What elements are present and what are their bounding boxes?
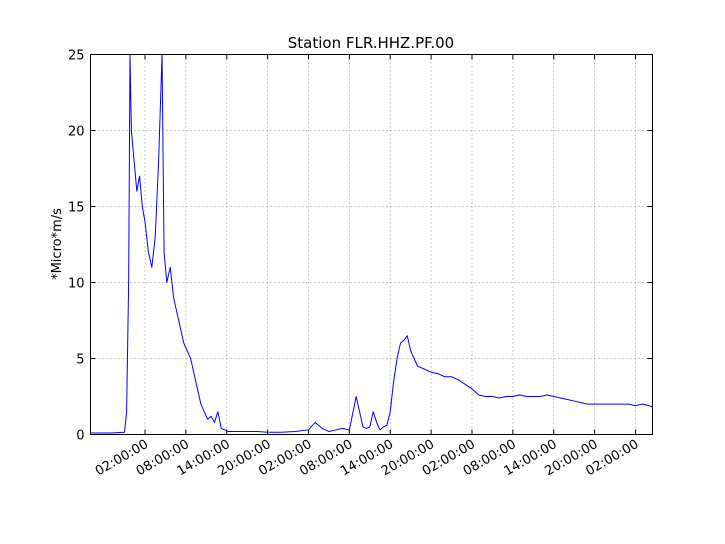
y-tick-label: 20	[68, 125, 85, 140]
y-tick-label: 0	[76, 429, 84, 444]
y-tick-label: 10	[68, 277, 85, 292]
y-tick-label: 15	[68, 201, 85, 216]
y-tick-label: 25	[68, 49, 85, 64]
y-axis-label: *Micro*m/s	[50, 208, 65, 280]
chart-title: Station FLR.HHZ.PF.00	[288, 34, 454, 52]
series-trace	[90, 54, 653, 434]
series-line-0	[90, 54, 653, 434]
plot-frame	[90, 54, 653, 435]
y-tick-label: 5	[76, 353, 84, 368]
grid	[90, 54, 653, 435]
